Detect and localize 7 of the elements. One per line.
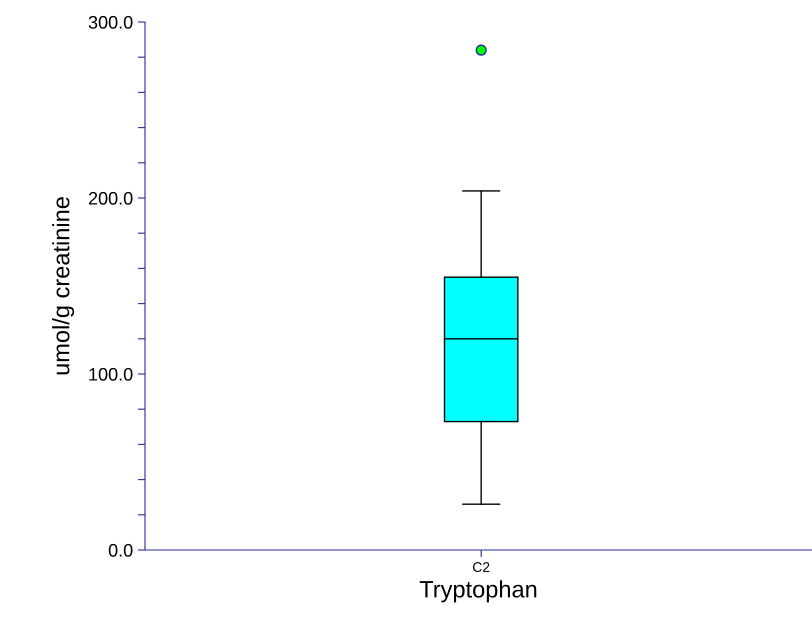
y-tick-label: 0.0	[108, 544, 132, 557]
x-tick-label: C2	[472, 562, 490, 572]
x-axis-title: Tryptophan	[420, 580, 536, 602]
y-tick-label: 300.0	[88, 16, 132, 29]
y-tick-label: 200.0	[88, 192, 132, 205]
y-tick-label: 100.0	[89, 368, 132, 381]
y-axis-title: umol/g creatinine	[52, 197, 74, 374]
